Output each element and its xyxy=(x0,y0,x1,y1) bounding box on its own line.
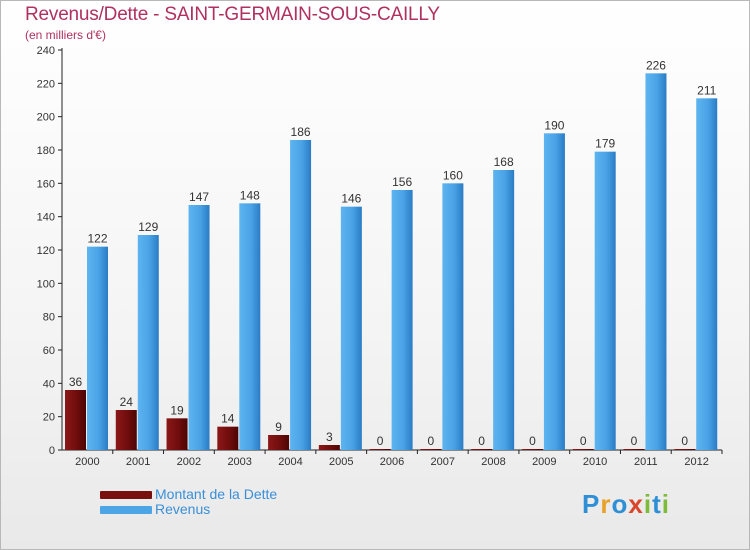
bar-dette xyxy=(268,435,290,450)
data-label-revenus: 148 xyxy=(240,188,260,202)
bar-dette xyxy=(369,449,391,450)
bar-revenus xyxy=(188,205,210,450)
data-label-dette: 3 xyxy=(326,430,333,444)
chart-subtitle: (en milliers d'€) xyxy=(25,28,106,42)
data-label-revenus: 146 xyxy=(341,192,361,206)
data-label-revenus: 226 xyxy=(646,58,666,72)
data-label-dette: 0 xyxy=(529,434,536,448)
bar-revenus xyxy=(645,73,667,450)
x-tick-label: 2000 xyxy=(75,456,99,468)
y-tick-label: 200 xyxy=(37,112,55,124)
data-label-revenus: 168 xyxy=(494,155,514,169)
data-label-dette: 0 xyxy=(631,434,638,448)
chart-title: Revenus/Dette - SAINT-GERMAIN-SOUS-CAILL… xyxy=(25,4,440,25)
bar-revenus xyxy=(442,183,464,451)
bars xyxy=(65,73,718,451)
bar-revenus xyxy=(493,170,515,450)
logo-letter: r xyxy=(600,489,612,519)
bar-dette xyxy=(115,410,137,450)
bar-dette xyxy=(623,449,645,450)
data-label-revenus: 160 xyxy=(443,168,463,182)
bar-revenus xyxy=(696,98,718,450)
bar-dette xyxy=(674,449,696,450)
y-tick-label: 220 xyxy=(37,78,55,90)
x-tick-label: 2001 xyxy=(126,456,150,468)
y-tick-label: 20 xyxy=(43,412,55,424)
data-label-dette: 36 xyxy=(69,375,83,389)
y-tick-label: 60 xyxy=(43,345,55,357)
y-tick-label: 120 xyxy=(37,245,55,257)
data-labels: 36 122 24 129 19 147 14 148 9 186 3 146 0 156 0 160 0 168… xyxy=(69,58,717,448)
bar-dette xyxy=(572,449,594,450)
y-tick-label: 0 xyxy=(49,445,55,457)
x-tick-label: 2002 xyxy=(177,456,201,468)
data-label-dette: 24 xyxy=(120,395,134,409)
bar-dette xyxy=(420,449,442,450)
legend-label-revenus: Revenus xyxy=(155,501,211,517)
data-label-revenus: 147 xyxy=(189,190,209,204)
logo-letter: i xyxy=(643,489,653,519)
data-label-dette: 14 xyxy=(221,412,235,426)
bar-dette xyxy=(166,418,188,450)
legend-swatch-revenus xyxy=(100,506,152,514)
logo-letter: x xyxy=(628,489,644,519)
data-label-revenus: 179 xyxy=(595,137,615,151)
data-label-revenus: 186 xyxy=(291,125,311,139)
x-tick-label: 2012 xyxy=(684,456,708,468)
bar-dette xyxy=(217,426,239,450)
data-label-dette: 0 xyxy=(580,434,587,448)
y-tick-label: 140 xyxy=(37,212,55,224)
y-tick-label: 80 xyxy=(43,312,55,324)
x-tick-label: 2010 xyxy=(583,456,607,468)
bar-revenus xyxy=(239,203,261,450)
x-tick-label: 2006 xyxy=(380,456,404,468)
y-tick-label: 240 xyxy=(37,45,55,57)
data-label-dette: 0 xyxy=(681,434,688,448)
logo-letter: o xyxy=(611,489,629,519)
bar-revenus xyxy=(594,151,616,450)
bar-dette xyxy=(471,449,493,450)
bar-revenus xyxy=(391,190,413,450)
bar-revenus xyxy=(340,206,362,450)
bar-dette xyxy=(521,449,543,450)
data-label-revenus: 190 xyxy=(544,118,564,132)
logo-letter: P xyxy=(582,489,601,519)
legend-swatch-dette xyxy=(100,491,152,499)
x-tick-label: 2005 xyxy=(329,456,353,468)
x-tick-label: 2003 xyxy=(227,456,251,468)
x-tick-label: 2011 xyxy=(634,456,658,468)
data-label-revenus: 211 xyxy=(697,83,716,97)
logo-letter: t xyxy=(652,489,662,519)
bar-revenus xyxy=(543,133,565,451)
bar-dette xyxy=(65,390,86,450)
y-tick-label: 40 xyxy=(43,378,55,390)
bar-revenus xyxy=(137,235,159,450)
x-tick-label: 2004 xyxy=(278,456,302,468)
data-label-dette: 9 xyxy=(275,420,282,434)
data-label-revenus: 156 xyxy=(392,175,412,189)
data-label-dette: 0 xyxy=(478,434,485,448)
y-tick-label: 180 xyxy=(37,145,55,157)
data-label-dette: 19 xyxy=(170,403,184,417)
data-label-revenus: 129 xyxy=(138,220,158,234)
y-tick-label: 160 xyxy=(37,178,55,190)
legend-label-dette: Montant de la Dette xyxy=(155,486,278,502)
bar-dette xyxy=(318,445,340,450)
x-tick-label: 2007 xyxy=(431,456,455,468)
y-tick-label: 100 xyxy=(37,278,55,290)
bar-revenus xyxy=(87,246,108,450)
bar-revenus xyxy=(290,140,312,450)
x-tick-label: 2008 xyxy=(481,456,505,468)
x-tick-label: 2009 xyxy=(532,456,556,468)
logo-letter: i xyxy=(661,489,670,519)
data-label-revenus: 122 xyxy=(87,232,107,246)
data-label-dette: 0 xyxy=(377,434,384,448)
proxiti-logo: Proxiti xyxy=(582,489,670,520)
data-label-dette: 0 xyxy=(428,434,435,448)
